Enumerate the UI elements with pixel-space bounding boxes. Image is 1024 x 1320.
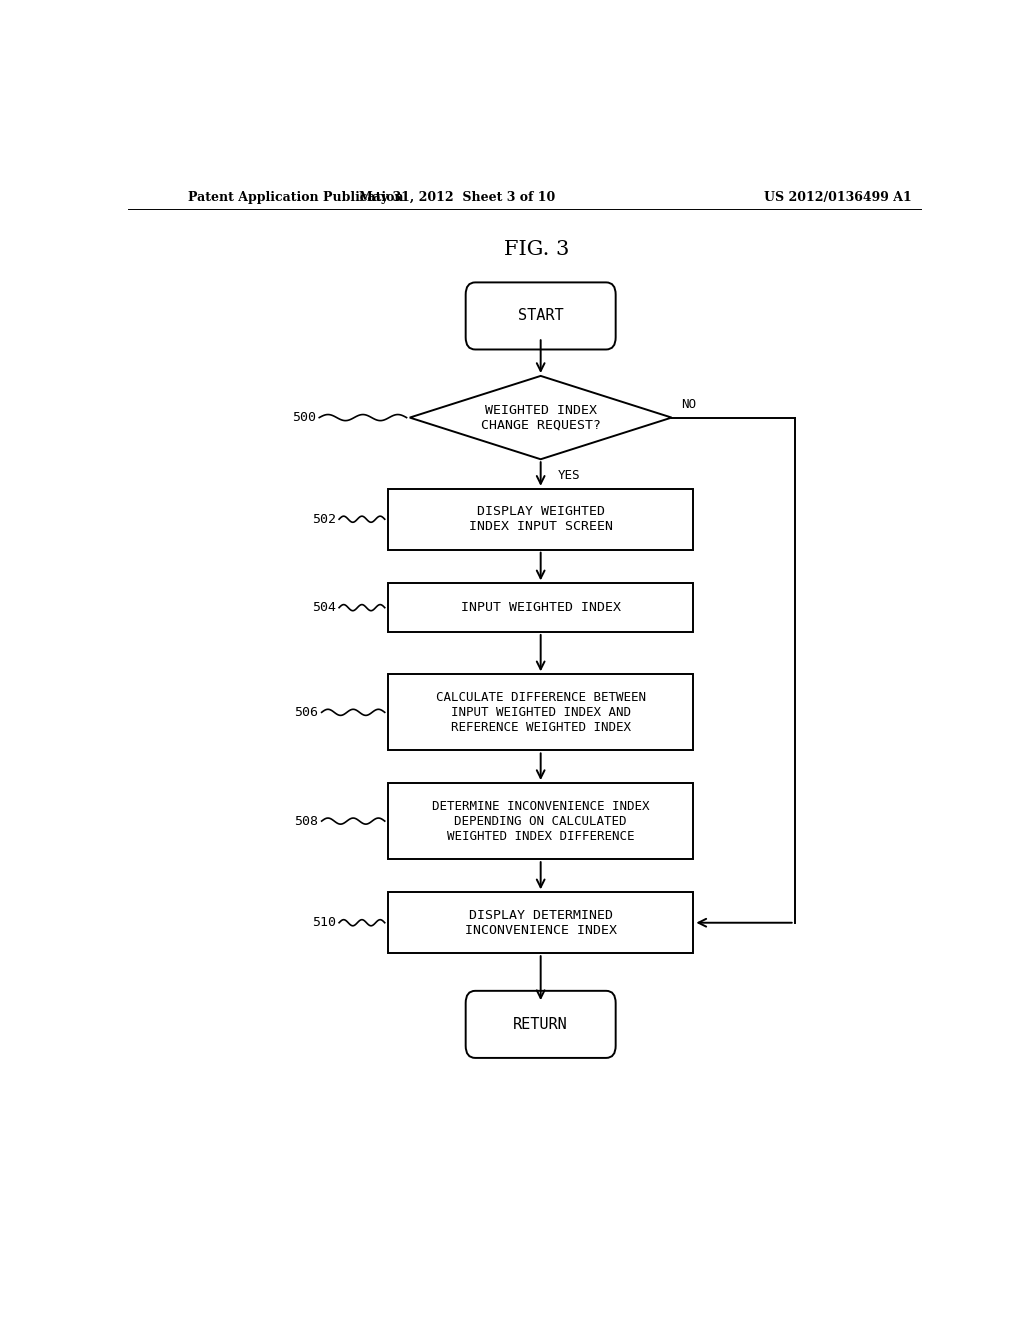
Text: INPUT WEIGHTED INDEX: INPUT WEIGHTED INDEX <box>461 601 621 614</box>
Text: 502: 502 <box>312 512 336 525</box>
Text: WEIGHTED INDEX
CHANGE REQUEST?: WEIGHTED INDEX CHANGE REQUEST? <box>480 404 601 432</box>
Text: 510: 510 <box>312 916 336 929</box>
Bar <box>388 488 693 549</box>
Bar <box>388 675 693 751</box>
Text: FIG. 3: FIG. 3 <box>504 240 569 259</box>
Text: RETURN: RETURN <box>513 1016 568 1032</box>
Text: DISPLAY DETERMINED
INCONVENIENCE INDEX: DISPLAY DETERMINED INCONVENIENCE INDEX <box>465 908 616 937</box>
Text: CALCULATE DIFFERENCE BETWEEN
INPUT WEIGHTED INDEX AND
REFERENCE WEIGHTED INDEX: CALCULATE DIFFERENCE BETWEEN INPUT WEIGH… <box>435 690 646 734</box>
Bar <box>388 583 693 632</box>
Text: START: START <box>518 309 563 323</box>
Text: DISPLAY WEIGHTED
INDEX INPUT SCREEN: DISPLAY WEIGHTED INDEX INPUT SCREEN <box>469 506 612 533</box>
Text: 506: 506 <box>295 706 318 719</box>
Text: YES: YES <box>558 470 581 482</box>
Bar <box>388 783 693 859</box>
FancyBboxPatch shape <box>466 991 615 1057</box>
Polygon shape <box>410 376 672 459</box>
Text: 504: 504 <box>312 601 336 614</box>
Bar <box>388 892 693 953</box>
Text: 508: 508 <box>295 814 318 828</box>
Text: 500: 500 <box>292 411 316 424</box>
Text: US 2012/0136499 A1: US 2012/0136499 A1 <box>764 190 912 203</box>
Text: Patent Application Publication: Patent Application Publication <box>187 190 403 203</box>
Text: May 31, 2012  Sheet 3 of 10: May 31, 2012 Sheet 3 of 10 <box>359 190 555 203</box>
Text: NO: NO <box>681 399 696 412</box>
FancyBboxPatch shape <box>466 282 615 350</box>
Text: DETERMINE INCONVENIENCE INDEX
DEPENDING ON CALCULATED
WEIGHTED INDEX DIFFERENCE: DETERMINE INCONVENIENCE INDEX DEPENDING … <box>432 800 649 842</box>
